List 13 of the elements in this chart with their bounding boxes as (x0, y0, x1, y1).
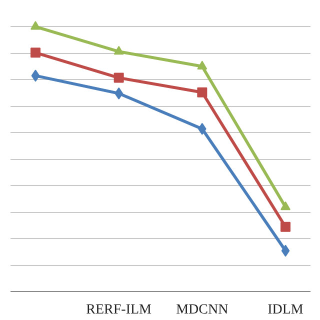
x-tick-label: RERF-ILM (86, 302, 152, 318)
point (30, 48, 40, 58)
point (31, 70, 40, 82)
point (114, 72, 124, 83)
point (197, 87, 208, 98)
x-tick-label: IDLM (268, 302, 304, 318)
point (114, 46, 124, 55)
point (280, 222, 290, 232)
point (281, 244, 290, 257)
point (197, 60, 208, 70)
point (30, 20, 40, 30)
point (280, 201, 290, 210)
x-tick-label: MDCNN (176, 302, 228, 318)
